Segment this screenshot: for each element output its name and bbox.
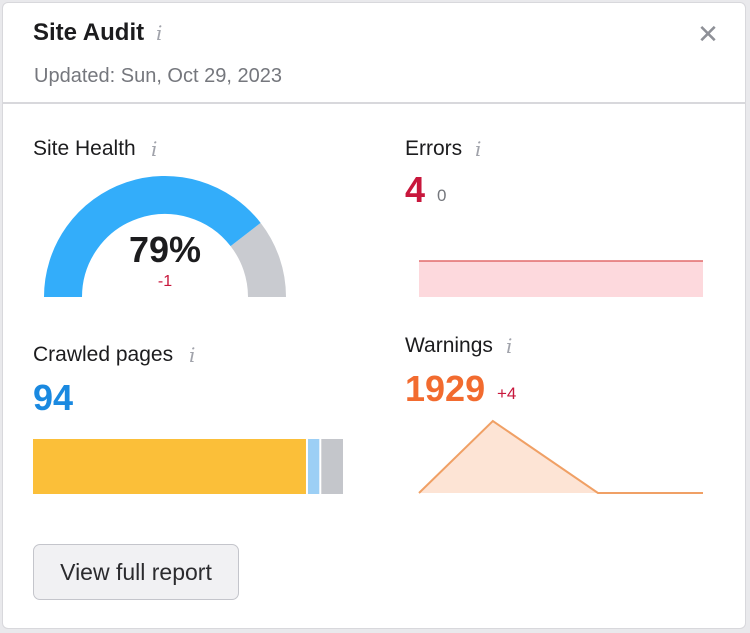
errors-count[interactable]: 4 bbox=[405, 169, 426, 210]
header-divider bbox=[3, 102, 745, 104]
site-health-gauge bbox=[44, 176, 286, 298]
crawled-pages-label: Crawled pages bbox=[33, 343, 174, 366]
warnings-trend-chart bbox=[418, 419, 703, 494]
crawled-pages-segment-3[interactable] bbox=[321, 439, 343, 494]
warnings-label: Warnings bbox=[405, 334, 493, 357]
updated-date: Updated: Sun, Oct 29, 2023 bbox=[34, 65, 282, 87]
crawled-pages-bar bbox=[33, 439, 343, 494]
gauge-score-arc bbox=[44, 176, 261, 298]
warnings-trend-area bbox=[419, 421, 703, 493]
crawled-pages-info-icon[interactable]: i bbox=[189, 343, 196, 367]
crawled-pages-count[interactable]: 94 bbox=[33, 377, 74, 418]
errors-info-icon[interactable]: i bbox=[475, 137, 482, 161]
warnings-info-icon[interactable]: i bbox=[506, 334, 513, 358]
crawled-pages-segment-1[interactable] bbox=[33, 439, 306, 494]
errors-trend-chart bbox=[419, 260, 703, 297]
errors-label: Errors bbox=[405, 137, 463, 160]
view-full-report-button[interactable]: View full report bbox=[33, 544, 239, 600]
gauge-remaining-arc bbox=[230, 222, 286, 298]
title-info-icon[interactable]: i bbox=[156, 21, 163, 45]
warnings-trend-line bbox=[418, 419, 703, 494]
site-health-info-icon[interactable]: i bbox=[151, 137, 158, 161]
site-health-delta: -1 bbox=[157, 273, 173, 290]
warnings-count[interactable]: 1929 bbox=[405, 368, 486, 409]
warnings-delta: +4 bbox=[497, 384, 517, 403]
errors-delta: 0 bbox=[437, 186, 447, 205]
crawled-pages-segment-2[interactable] bbox=[307, 439, 320, 494]
site-health-score: 79% bbox=[128, 229, 202, 270]
site-health-label: Site Health bbox=[33, 137, 136, 160]
close-icon[interactable]: ✕ bbox=[697, 19, 719, 49]
errors-trend-area bbox=[419, 261, 703, 297]
widget-title: Site Audit bbox=[33, 19, 145, 46]
